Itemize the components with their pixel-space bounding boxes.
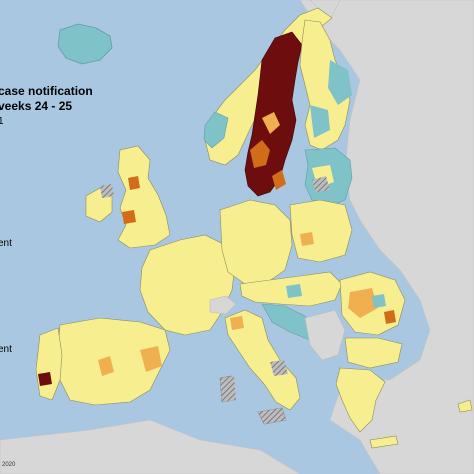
- region-balkans-grey: [304, 309, 346, 361]
- region-bulgaria: [344, 337, 403, 369]
- region-cyprus: [457, 399, 473, 413]
- region-sweden-mid2: [262, 112, 280, 134]
- legend-fragment-2: ent: [0, 238, 12, 249]
- region-portugal-high: [38, 372, 52, 386]
- region-romania-high: [384, 310, 396, 324]
- region-sweden-mid3: [272, 170, 286, 190]
- title-line-2: veeks 24 - 25: [0, 99, 73, 113]
- region-italy: [224, 309, 301, 411]
- region-crete: [369, 435, 399, 449]
- no-data-hatch-lithuania: [312, 176, 330, 192]
- credit-text: 2020: [2, 462, 16, 468]
- no-data-hatch-sardinia: [220, 376, 236, 402]
- region-finland-teal2: [310, 105, 330, 138]
- region-uk-scotland-mid: [128, 176, 140, 190]
- region-romania-teal: [372, 294, 386, 308]
- legend-fragment-3: ent: [0, 344, 12, 355]
- region-iceland: [57, 23, 113, 65]
- title-line-1: case notification: [0, 84, 93, 98]
- region-central-teal: [286, 284, 302, 298]
- region-uk-mid: [122, 210, 136, 224]
- region-spain-mid: [140, 346, 162, 372]
- region-germany: [219, 199, 293, 285]
- region-norway-teal: [203, 111, 229, 149]
- map-title: case notification veeks 24 - 25: [0, 84, 93, 114]
- region-finland-teal: [328, 60, 352, 105]
- legend-fragment-1: 1: [0, 116, 4, 127]
- no-data-hatch-ireland-north: [100, 184, 114, 198]
- region-greece: [335, 367, 386, 433]
- region-spain-mid2: [98, 356, 114, 376]
- region-switzerland: [209, 295, 237, 315]
- no-data-hatch-italy-south: [270, 360, 288, 376]
- region-poland-mid: [300, 232, 314, 246]
- region-romania-mid: [348, 288, 378, 318]
- no-data-hatch-sicily: [258, 408, 286, 424]
- region-italy-mid: [230, 316, 244, 330]
- region-poland: [289, 199, 353, 263]
- region-sweden-mid: [250, 140, 270, 168]
